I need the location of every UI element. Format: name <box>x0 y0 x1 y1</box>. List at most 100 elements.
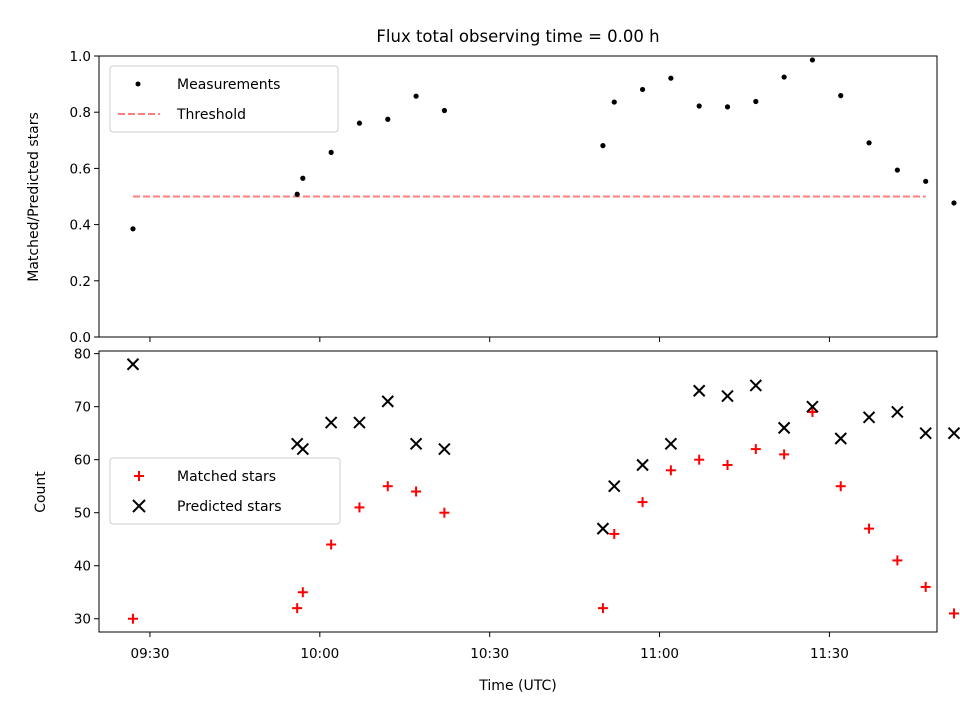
legend-predicted-marker <box>132 499 146 513</box>
predicted-star-point <box>126 358 140 371</box>
predicted-star-point <box>664 437 678 450</box>
measurement-point <box>356 120 363 126</box>
predicted-star-point <box>947 426 960 440</box>
bottom-x-ticks: 09:30 10:00 10:30 11:00 11:30 <box>131 632 849 662</box>
legend-matched-label: Matched stars <box>177 469 276 485</box>
x-tick-label: 09:30 <box>131 646 170 662</box>
top-y-tick-label: 0.2 <box>70 274 91 290</box>
predicted-star-stroke <box>721 389 734 403</box>
top-y-axis-label: Matched/Predicted stars <box>26 112 42 282</box>
measurement-point <box>809 57 816 63</box>
predicted-star-stroke <box>862 411 876 424</box>
matched-star-point <box>637 497 648 508</box>
measurement-point <box>753 98 759 105</box>
predicted-star-stroke <box>664 437 678 450</box>
matched-star-point <box>864 523 875 534</box>
measurement-point <box>951 200 957 206</box>
top-legend-frame <box>109 65 339 133</box>
legend-measurements-marker <box>135 81 141 87</box>
top-legend: Measurements Threshold <box>109 65 339 133</box>
bottom-y-tick-label: 40 <box>74 559 91 575</box>
matched-star-point <box>292 603 303 614</box>
predicted-star-stroke <box>891 405 904 419</box>
x-axis-label: Time (UTC) <box>478 678 556 694</box>
bottom-y-tick-label: 50 <box>74 506 91 522</box>
predicted-star-point <box>721 389 734 403</box>
matched-star-point <box>609 528 620 539</box>
predicted-star-stroke <box>692 384 706 397</box>
predicted-star-stroke <box>353 416 366 429</box>
predicted-star-point <box>608 479 621 493</box>
matched-star-point <box>354 502 365 513</box>
legend-measurements-label: Measurements <box>177 77 280 93</box>
bottom-legend: Matched stars Predicted stars <box>109 457 341 525</box>
measurement-point <box>130 226 136 232</box>
matched-star-point <box>439 507 450 518</box>
measurement-point <box>696 103 702 109</box>
top-y-tick-label: 0.6 <box>70 161 91 177</box>
predicted-star-stroke <box>919 426 932 440</box>
legend-predicted-label: Predicted stars <box>177 499 282 515</box>
bottom-y-axis-label: Count <box>33 471 49 513</box>
top-y-tick-label: 0.8 <box>70 105 91 121</box>
top-y-ticks: 0.0 0.2 0.4 0.6 0.8 1.0 <box>70 49 99 346</box>
predicted-star-point <box>891 405 904 419</box>
measurement-point <box>294 191 300 197</box>
measurement-point <box>385 116 391 122</box>
predicted-star-stroke <box>296 442 310 456</box>
predicted-star-point <box>409 437 423 450</box>
predicted-star-stroke <box>126 358 140 371</box>
matched-star-point <box>127 613 138 624</box>
bottom-y-tick-label: 70 <box>74 400 91 416</box>
matched-star-point <box>835 481 846 492</box>
top-panel: 0.0 0.2 0.4 0.6 0.8 1.0 Matched/Predicted sta… <box>26 49 957 346</box>
predicted-star-stroke <box>324 416 338 429</box>
legend-matched-marker <box>134 471 144 481</box>
measurement-point <box>668 75 674 81</box>
matched-star-point <box>411 486 422 497</box>
matched-star-point <box>807 406 818 417</box>
bottom-y-tick-label: 30 <box>74 612 91 628</box>
matched-star-point <box>892 555 903 566</box>
predicted-star-point <box>324 416 338 429</box>
predicted-star-stroke <box>608 479 621 493</box>
matched-star-point <box>665 465 676 476</box>
top-y-tick-label: 1.0 <box>70 49 91 65</box>
measurement-point <box>781 74 787 80</box>
matched-star-point <box>722 459 733 470</box>
top-y-tick-label: 0.0 <box>70 330 91 346</box>
top-plot-area <box>130 57 957 232</box>
predicted-star-stroke <box>749 379 763 392</box>
bottom-axes-frame <box>98 350 938 633</box>
predicted-star-point <box>692 384 706 397</box>
predicted-star-point <box>806 400 819 413</box>
predicted-star-point <box>919 426 932 440</box>
predicted-star-point <box>596 522 610 535</box>
matched-star-point <box>779 449 790 460</box>
measurement-point <box>866 140 872 146</box>
bottom-y-ticks: 30 40 50 60 70 80 <box>74 347 99 628</box>
predicted-star-stroke <box>409 437 423 450</box>
predicted-star-stroke <box>777 421 791 435</box>
measurement-point <box>923 178 929 184</box>
x-tick-label: 10:00 <box>300 646 339 662</box>
measurement-point <box>300 175 306 181</box>
x-tick-label: 11:30 <box>810 646 849 662</box>
legend-threshold-label: Threshold <box>176 107 246 123</box>
matched-star-point <box>326 539 337 550</box>
matched-star-point <box>597 603 608 614</box>
matched-star-point <box>750 444 761 455</box>
predicted-star-point <box>296 442 310 456</box>
predicted-star-stroke <box>947 426 960 440</box>
predicted-star-point <box>381 395 394 408</box>
predicted-star-stroke <box>438 442 451 456</box>
measurement-point <box>441 107 447 114</box>
predicted-star-point <box>862 411 876 424</box>
predicted-star-point <box>636 458 649 472</box>
bottom-y-tick-label: 80 <box>74 347 91 363</box>
predicted-star-point <box>834 432 847 445</box>
bottom-legend-frame <box>109 457 341 525</box>
predicted-star-stroke <box>806 400 819 413</box>
matched-star-point <box>297 587 308 598</box>
